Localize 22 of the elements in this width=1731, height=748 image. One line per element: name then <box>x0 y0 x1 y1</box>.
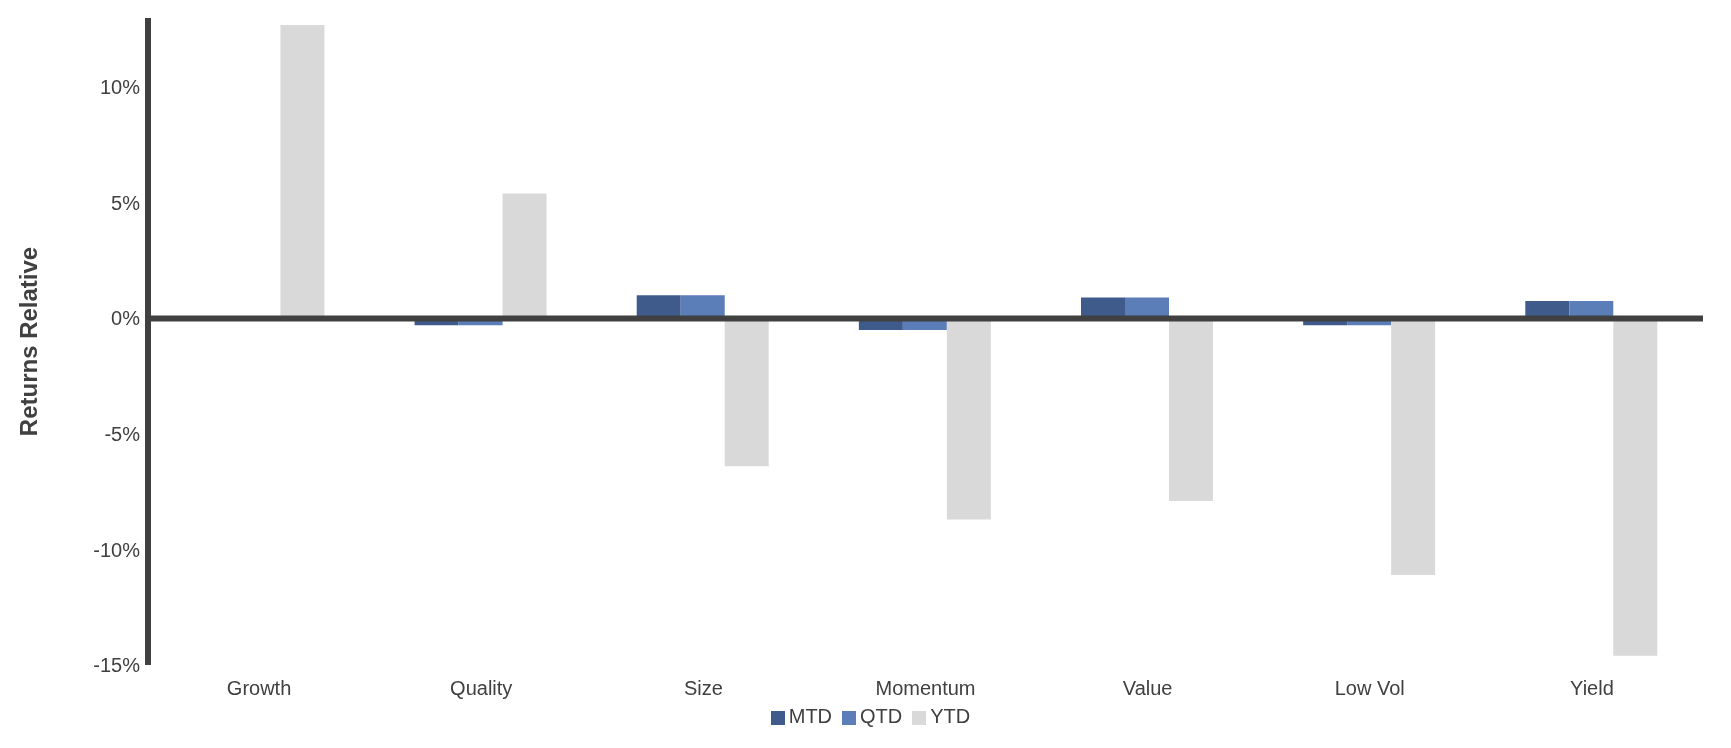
x-tick-label: Growth <box>226 677 292 700</box>
y-tick-label: -5% <box>104 423 141 446</box>
bar <box>724 318 769 467</box>
x-tick-label: Yield <box>1570 677 1614 700</box>
legend-label: QTD <box>860 705 903 727</box>
x-tick-label: Low Vol <box>1334 677 1405 700</box>
x-tick-label: Quality <box>450 677 513 700</box>
bar <box>1391 318 1436 575</box>
legend-label: MTD <box>788 705 833 727</box>
y-tick-label: 0% <box>111 307 141 330</box>
x-tick-label: Momentum <box>875 677 976 700</box>
x-tick-label: Size <box>683 677 723 700</box>
bar <box>1169 318 1213 501</box>
bar <box>1613 318 1658 656</box>
y-tick-label: 5% <box>111 191 141 214</box>
legend-label: YTD <box>930 705 971 727</box>
y-tick-label: -10% <box>93 538 141 561</box>
y-axis-title: Returns Relative <box>14 246 42 437</box>
x-tick-label: Value <box>1122 677 1173 700</box>
bar <box>946 318 991 520</box>
y-tick-label: 10% <box>99 76 141 99</box>
y-tick-label: -15% <box>93 654 141 677</box>
